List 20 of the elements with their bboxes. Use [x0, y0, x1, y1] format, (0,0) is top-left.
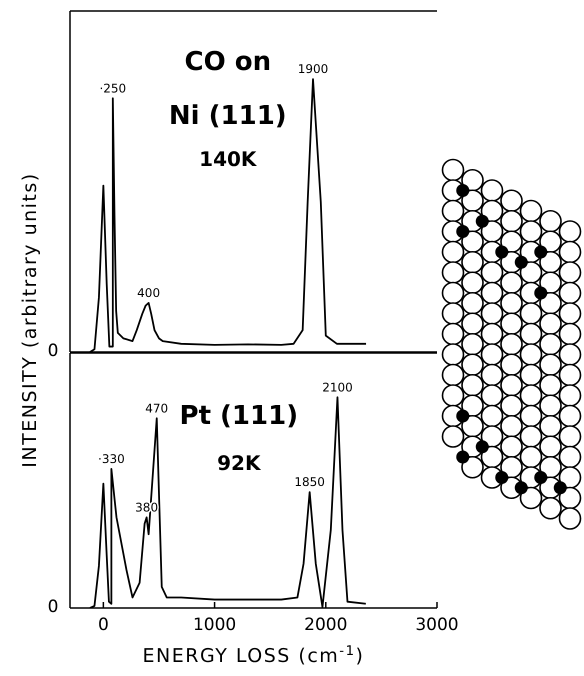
x-axis-title: ENERGY LOSS (cm$^{-1}$) — [142, 644, 364, 667]
annotation: ·250 — [99, 81, 126, 96]
annotation: Ni (111) — [168, 101, 287, 131]
x-tick-label: 0 — [98, 615, 109, 636]
annotation: Pt (111) — [180, 401, 298, 431]
annotation: 1850 — [294, 475, 325, 490]
annotation: 2100 — [322, 380, 353, 394]
text: 0 — [48, 341, 58, 361]
annotation: 470 — [145, 401, 168, 416]
annotation: 140K — [199, 147, 258, 171]
y-axis-title: INTENSITY (arbitrary units) — [19, 172, 41, 468]
annotation: 400 — [137, 286, 160, 300]
text: 0 — [48, 597, 58, 617]
annotation: ·330 — [98, 452, 125, 466]
x-tick-label: 1000 — [192, 615, 236, 636]
annotation: 92K — [217, 451, 262, 475]
x-tick-label: 3000 — [415, 615, 459, 636]
text: CO on — [184, 47, 272, 77]
x-tick-label: 2000 — [304, 615, 348, 636]
annotation: 1900 — [298, 62, 328, 76]
